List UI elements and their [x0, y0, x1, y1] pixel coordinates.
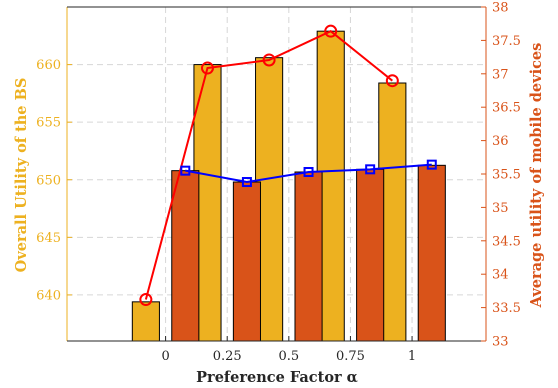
line-bs-utility — [144, 30, 393, 300]
y-tick-label-left: 655 — [36, 116, 61, 131]
y-tick-label-left: 645 — [36, 231, 61, 246]
bar-device-utility — [171, 170, 200, 342]
bar-device-utility — [294, 171, 323, 342]
y-tick-label-right: 35.5 — [492, 168, 521, 183]
x-tick-label: 1 — [408, 349, 416, 364]
y-tick-label-right: 37 — [492, 67, 509, 82]
x-axis-title: Preference Factor α — [196, 369, 358, 386]
point-device-utility — [180, 165, 191, 176]
grid-lines — [67, 7, 486, 341]
x-tick-label: 0.75 — [336, 349, 365, 364]
x-tick-label: 0.25 — [213, 349, 242, 364]
x-tick-label: 0 — [161, 349, 169, 364]
y-axis-right-title: Average utility of mobile devices — [528, 43, 545, 309]
y-tick-label-right: 33.5 — [492, 301, 521, 316]
point-bs-utility — [200, 61, 214, 75]
y-tick-label-right: 36.5 — [492, 101, 521, 116]
y-tick-label-right: 34.5 — [492, 234, 521, 249]
y-tick-label-right: 38 — [492, 1, 509, 16]
bar-device-utility — [356, 168, 385, 342]
point-bs-utility — [262, 53, 276, 67]
axes-layer — [66, 6, 487, 342]
y-tick-label-left: 660 — [36, 58, 61, 73]
bar-device-utility — [232, 181, 261, 342]
point-device-utility — [365, 164, 376, 175]
point-bs-utility — [385, 74, 399, 88]
x-tick-label: 0.5 — [278, 349, 299, 364]
y-tick-label-right: 35 — [492, 201, 509, 216]
line-series-layer — [139, 24, 437, 307]
point-device-utility — [303, 166, 314, 177]
y-tick-label-left: 650 — [36, 173, 61, 188]
y-axis-left-title: Overall Utility of the BS — [13, 78, 30, 273]
y-tick-label-right: 37.5 — [492, 34, 521, 49]
y-tick-label-right: 34 — [492, 268, 509, 283]
point-bs-utility — [324, 24, 338, 38]
y-tick-label-left: 640 — [36, 288, 61, 303]
y-tick-label-right: 33 — [492, 335, 509, 350]
tick-labels-layer: 640 645 650 655 660 33 33.5 34 34.5 35 35.5 36 36.5 3… — [36, 1, 521, 365]
point-bs-utility — [139, 293, 153, 307]
bar-device-utility — [417, 164, 446, 342]
bar-series-layer — [131, 30, 446, 342]
point-device-utility — [241, 177, 252, 188]
line-device-utility — [185, 163, 432, 184]
bar-bs-utility — [131, 301, 160, 342]
y-tick-label-right: 36 — [492, 134, 509, 149]
point-device-utility — [426, 159, 437, 170]
